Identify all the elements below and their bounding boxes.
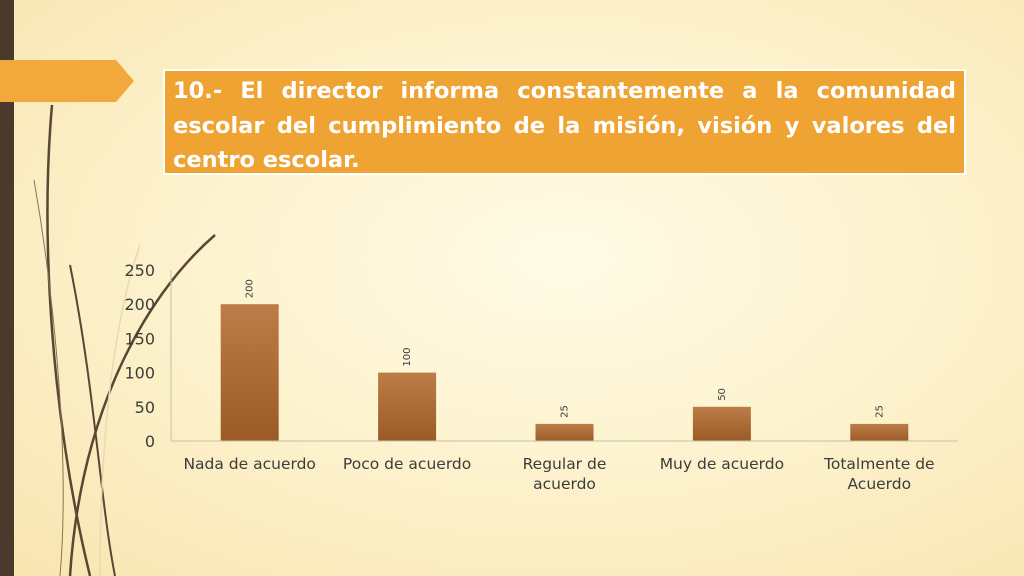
data-label: 100 [402,348,413,367]
category-label: Regular de acuerdo [523,455,607,493]
y-tick-label: 100 [124,364,155,383]
data-label: 25 [874,405,885,418]
y-tick-label: 50 [135,398,155,417]
data-label: 25 [560,405,571,418]
bar [692,406,751,441]
arrow-tab [0,60,134,102]
bar [378,372,437,441]
category-label: Muy de acuerdo [660,455,784,473]
bar [535,423,594,441]
data-label: 200 [245,279,256,298]
category-label: Totalmente de Acuerdo [823,455,935,493]
category-label: Nada de acuerdo [183,455,315,473]
bar [220,304,279,441]
side-bar [0,0,14,576]
slide-title: 10.- El director informa constantemente … [173,78,956,173]
data-label: 50 [717,388,728,401]
y-tick-label: 250 [124,261,155,280]
category-label: Poco de acuerdo [343,455,471,473]
y-tick-label: 150 [124,329,155,348]
y-tick-label: 200 [124,295,155,314]
bar [850,423,909,441]
y-tick-label: 0 [145,432,155,451]
title-box: 10.- El director informa constantemente … [163,69,966,175]
